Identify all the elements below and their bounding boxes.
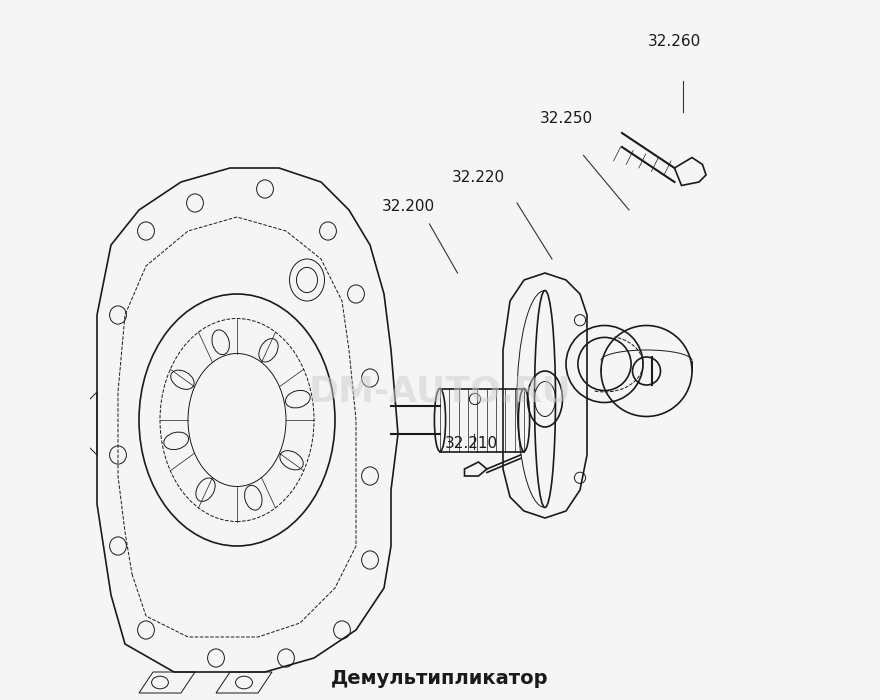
Text: 32.210: 32.210 <box>445 437 498 452</box>
Text: Демультипликатор: Демультипликатор <box>331 669 549 689</box>
Text: 32.200: 32.200 <box>382 199 435 214</box>
Text: DM-AUTO.RU: DM-AUTO.RU <box>309 375 571 409</box>
Text: 32.260: 32.260 <box>648 34 701 49</box>
Text: 32.250: 32.250 <box>539 111 592 126</box>
Text: 32.220: 32.220 <box>452 171 505 186</box>
